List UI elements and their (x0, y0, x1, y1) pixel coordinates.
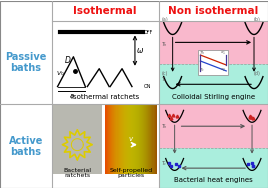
Bar (116, 104, 117, 174)
Bar (120, 104, 121, 174)
Bar (131, 104, 132, 174)
Text: Isothermal ratchets: Isothermal ratchets (71, 94, 139, 100)
Bar (126, 104, 127, 174)
Text: $V_0$: $V_0$ (56, 69, 65, 78)
Text: $x_2$: $x_2$ (220, 67, 226, 74)
Text: Isothermal: Isothermal (73, 6, 137, 16)
Bar (108, 104, 109, 174)
Text: Bacterial heat engines: Bacterial heat engines (174, 177, 253, 183)
Bar (144, 104, 145, 174)
Text: D: D (65, 56, 70, 65)
Bar (52, 104, 102, 174)
Text: $T_c$: $T_c$ (161, 75, 167, 84)
Bar (133, 104, 134, 174)
Bar (128, 104, 129, 174)
Bar (114, 104, 116, 174)
Text: a: a (69, 93, 73, 98)
Text: ON: ON (144, 84, 151, 89)
Bar (124, 104, 125, 174)
Text: Active
baths: Active baths (9, 136, 43, 157)
Text: $x_1$: $x_1$ (220, 50, 227, 57)
Bar (159, 104, 268, 148)
Bar (110, 104, 111, 174)
Bar (111, 104, 112, 174)
Bar (105, 104, 106, 174)
Bar (135, 104, 136, 174)
Text: $T_h$: $T_h$ (161, 40, 168, 49)
Bar (112, 104, 113, 174)
Text: Passive
baths: Passive baths (5, 52, 46, 73)
Bar (134, 104, 135, 174)
Bar (107, 104, 108, 174)
Text: $T_h$: $T_h$ (200, 49, 205, 57)
Bar (139, 104, 140, 174)
Bar (141, 104, 142, 174)
Bar (159, 64, 268, 104)
Text: $T_h$: $T_h$ (161, 122, 168, 131)
Bar (147, 104, 149, 174)
Bar (121, 104, 122, 174)
Bar (113, 104, 114, 174)
Text: v: v (128, 136, 132, 142)
Bar (153, 104, 154, 174)
Bar (151, 104, 153, 174)
Bar (159, 148, 268, 188)
Text: (b): (b) (254, 17, 261, 22)
Text: Bacterial
ratchets: Bacterial ratchets (63, 167, 91, 178)
Text: ω: ω (137, 46, 143, 55)
Bar (106, 104, 107, 174)
Bar (142, 104, 143, 174)
Bar (130, 104, 131, 174)
Bar (154, 104, 156, 174)
Text: Colloidal Stirling engine: Colloidal Stirling engine (172, 94, 255, 100)
Bar (159, 21, 268, 64)
Bar (122, 104, 123, 174)
Bar (136, 104, 137, 174)
Bar (148, 104, 149, 174)
Bar (198, 50, 228, 75)
Bar (125, 104, 126, 174)
Text: $T_c$: $T_c$ (161, 159, 167, 168)
Text: (d): (d) (254, 71, 261, 76)
Text: Non isothermal: Non isothermal (168, 6, 258, 16)
Bar (123, 104, 124, 174)
Bar (109, 104, 110, 174)
Bar (119, 104, 120, 174)
Bar (138, 104, 139, 174)
Text: Self-propelled
particles: Self-propelled particles (109, 167, 153, 178)
Text: (c): (c) (161, 71, 168, 76)
Bar (127, 104, 128, 174)
Bar (145, 104, 146, 174)
Bar (132, 104, 133, 174)
Bar (150, 104, 151, 174)
Bar (129, 104, 130, 174)
Bar (146, 104, 147, 174)
Bar (149, 104, 150, 174)
Bar (117, 104, 119, 174)
Text: OFF: OFF (144, 30, 153, 35)
Bar (137, 104, 138, 174)
Text: (a): (a) (161, 17, 168, 22)
Text: $T_c$: $T_c$ (200, 66, 205, 74)
Bar (156, 104, 157, 174)
Bar (143, 104, 144, 174)
Bar (140, 104, 141, 174)
